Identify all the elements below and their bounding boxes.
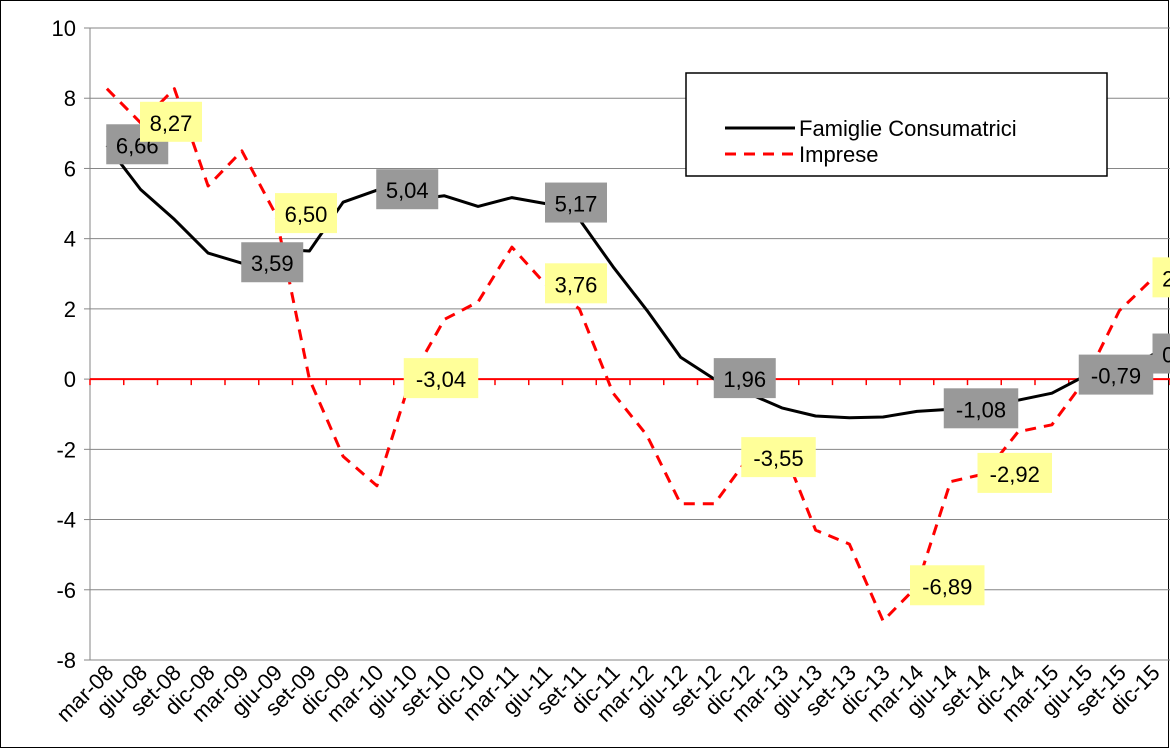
data-label: 1,96 bbox=[713, 358, 776, 399]
data-label-box bbox=[403, 358, 479, 399]
data-label-text: -6,89 bbox=[922, 574, 972, 599]
data-label-box bbox=[545, 182, 607, 223]
data-label-text: 8,27 bbox=[150, 111, 193, 136]
data-label: -0,79 bbox=[1078, 354, 1154, 395]
data-label-text: 5,04 bbox=[386, 178, 429, 203]
y-tick-label: 2 bbox=[64, 297, 76, 322]
y-axis: 10 8 6 4 2 0 -2 -4 -6 -8 bbox=[52, 16, 91, 673]
y-tick-label: 6 bbox=[64, 156, 76, 181]
data-label-box bbox=[545, 263, 607, 304]
data-label-box bbox=[741, 437, 816, 478]
data-label-box bbox=[977, 452, 1052, 493]
data-label: 3,76 bbox=[545, 263, 607, 304]
data-label-text: -1,08 bbox=[956, 397, 1006, 422]
x-axis: mar-08giu-08set-08dic-08mar-09giu-09set-… bbox=[51, 378, 1170, 727]
y-tick-label: -6 bbox=[56, 578, 76, 603]
legend-label-imprese: Imprese bbox=[799, 142, 878, 167]
data-label-text: 3,76 bbox=[555, 272, 598, 297]
data-label: 2,87 bbox=[1152, 257, 1170, 298]
data-label-text: -0,79 bbox=[1091, 364, 1141, 389]
y-tick-label: -8 bbox=[56, 648, 76, 673]
data-label-box bbox=[241, 242, 304, 283]
data-label-box bbox=[910, 565, 985, 606]
data-label-box bbox=[1152, 333, 1170, 374]
data-label: -3,04 bbox=[403, 358, 479, 399]
data-label: 3,59 bbox=[241, 242, 304, 283]
legend-box bbox=[685, 72, 1108, 177]
data-label-box bbox=[1152, 257, 1170, 298]
data-label-text: 5,17 bbox=[555, 192, 598, 217]
data-label-text: 6,50 bbox=[285, 202, 328, 227]
y-tick-label: -2 bbox=[56, 437, 76, 462]
data-label-text: 1,96 bbox=[723, 367, 766, 392]
y-tick-label: 8 bbox=[64, 86, 76, 111]
data-label-box bbox=[140, 101, 202, 142]
data-label: 8,27 bbox=[140, 101, 202, 142]
y-tick-label: -4 bbox=[56, 508, 76, 533]
data-label: 5,17 bbox=[545, 182, 607, 223]
data-label: 6,50 bbox=[275, 193, 337, 234]
y-tick-label: 10 bbox=[52, 16, 76, 41]
data-label-text: 2,87 bbox=[1162, 266, 1170, 291]
data-label-box bbox=[376, 169, 439, 210]
data-label: -2,92 bbox=[977, 452, 1052, 493]
data-label-text: -2,92 bbox=[990, 462, 1040, 487]
data-label-text: -3,04 bbox=[416, 367, 466, 392]
data-labels: 6,663,595,045,171,96-1,08-0,790,708,276,… bbox=[106, 101, 1170, 606]
data-label-text: 0,70 bbox=[1162, 343, 1170, 368]
data-label: -3,55 bbox=[741, 437, 816, 478]
data-label-box bbox=[713, 358, 776, 399]
data-label: -1,08 bbox=[943, 388, 1019, 429]
data-label-box bbox=[1078, 354, 1154, 395]
legend: Famiglie Consumatrici Imprese bbox=[685, 72, 1108, 177]
y-tick-label: 4 bbox=[64, 227, 76, 252]
data-label-box bbox=[943, 388, 1019, 429]
data-label-text: 3,59 bbox=[251, 251, 294, 276]
data-label: 0,70 bbox=[1152, 333, 1170, 374]
data-label: -6,89 bbox=[910, 565, 985, 606]
data-label-box bbox=[275, 193, 337, 234]
legend-label-famiglie: Famiglie Consumatrici bbox=[799, 116, 1017, 141]
y-tick-label: 0 bbox=[64, 367, 76, 392]
data-label-text: -3,55 bbox=[753, 446, 803, 471]
data-label: 5,04 bbox=[376, 169, 439, 210]
